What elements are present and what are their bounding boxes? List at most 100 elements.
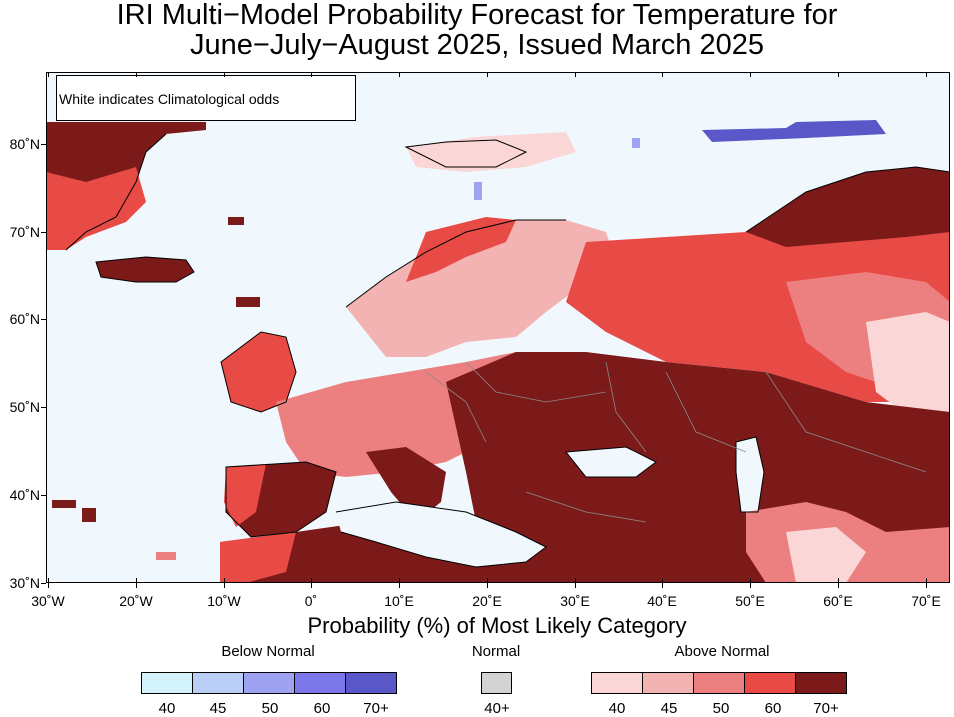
lon-tick <box>224 578 225 583</box>
lon-tick <box>662 72 663 77</box>
legend-category-above: Above Normal <box>674 643 770 660</box>
lat-label-70n: 70˚N <box>9 224 40 240</box>
lon-label-10e: 10˚E <box>384 593 414 609</box>
region-iberia-edge <box>224 464 266 527</box>
lon-tick <box>838 578 839 583</box>
lon-tick-outer <box>487 583 488 588</box>
lon-tick-outer <box>136 583 137 588</box>
lon-tick-outer <box>750 583 751 588</box>
legend-title: Probability (%) of Most Likely Category <box>307 613 687 638</box>
lat-label-30n: 30˚N <box>9 575 40 591</box>
lon-tick <box>136 72 137 77</box>
lon-tick <box>838 72 839 77</box>
lon-tick-outer <box>48 583 49 588</box>
region-russia-arctic-coast <box>746 167 950 247</box>
region-scandinavia <box>346 220 616 357</box>
lon-tick-outer <box>399 583 400 588</box>
cell-azores <box>52 500 76 508</box>
lat-label-60n: 60˚N <box>9 311 40 327</box>
lat-tick <box>41 319 46 320</box>
region-black-sea <box>566 447 656 477</box>
lon-label-70e: 70˚E <box>911 593 941 609</box>
lon-tick <box>136 578 137 583</box>
region-middle-east-light <box>786 527 866 583</box>
legend-above-70 <box>795 672 847 694</box>
lon-tick <box>750 578 751 583</box>
region-caspian <box>736 437 764 512</box>
lon-tick <box>48 578 49 583</box>
legend-category-below: Below Normal <box>221 643 315 660</box>
legend-above-tick-60: 60 <box>764 700 782 717</box>
legend-category-normal: Normal <box>471 643 521 660</box>
lat-tick <box>41 232 46 233</box>
legend-normal-40 <box>481 672 512 694</box>
lat-tick <box>41 407 46 408</box>
country-borders <box>425 361 927 523</box>
lon-tick-outer <box>311 583 312 588</box>
region-north-africa-edge <box>220 532 296 583</box>
region-british-isles <box>221 332 296 412</box>
lon-label-40e: 40˚E <box>647 593 677 609</box>
region-arctic-cold-dot <box>632 138 640 148</box>
lon-tick <box>487 72 488 77</box>
lon-label-0: 0˚ <box>304 593 318 609</box>
lat-label-40n: 40˚N <box>9 487 40 503</box>
legend-above-tick-70: 70+ <box>813 700 839 717</box>
map-canvas <box>46 72 950 583</box>
lon-label-10w: 10˚W <box>207 593 241 609</box>
region-scandinavia-warm <box>406 217 516 282</box>
region-italy <box>366 447 446 522</box>
climatological-odds-note: White indicates Climatological odds <box>56 75 356 121</box>
legend-below-50 <box>243 672 295 694</box>
legend-below-scale <box>141 672 397 696</box>
map-title-line-2: June−July−August 2025, Issued March 2025 <box>190 29 764 61</box>
lon-label-50e: 50˚E <box>735 593 765 609</box>
lon-tick <box>926 72 927 77</box>
legend-above-45 <box>642 672 694 694</box>
lat-tick <box>41 144 46 145</box>
legend-above-tick-45: 45 <box>660 700 678 717</box>
legend-normal-tick-40: 40+ <box>484 700 510 717</box>
lon-tick <box>311 578 312 583</box>
lon-tick-outer <box>224 583 225 588</box>
lon-tick <box>399 578 400 583</box>
lon-tick <box>487 578 488 583</box>
coastlines <box>65 133 950 568</box>
lon-tick <box>48 72 49 77</box>
legend-below-tick-70: 70+ <box>363 700 389 717</box>
lat-label-80n: 80˚N <box>9 136 40 152</box>
lon-tick <box>575 72 576 77</box>
legend-above-40 <box>591 672 643 694</box>
lon-tick <box>224 72 225 77</box>
legend-below-70 <box>345 672 397 694</box>
legend-above-scale <box>591 672 847 696</box>
lon-tick-outer <box>662 583 663 588</box>
cell-azores-2 <box>82 508 96 522</box>
lat-tick <box>41 495 46 496</box>
legend-normal-scale <box>481 672 512 696</box>
lat-tick <box>41 583 46 584</box>
lon-tick <box>575 578 576 583</box>
lon-tick-outer <box>575 583 576 588</box>
region-mediterranean <box>336 502 546 567</box>
cell-jan-mayen <box>228 217 244 225</box>
lon-tick <box>750 72 751 77</box>
forecast-map <box>46 72 950 583</box>
legend-below-tick-60: 60 <box>313 700 331 717</box>
map-title-line-1: IRI Multi−Model Probability Forecast for… <box>116 0 838 31</box>
region-siberia-light <box>866 312 950 432</box>
legend-below-tick-40: 40 <box>158 700 176 717</box>
region-iceland <box>96 257 194 282</box>
lon-tick-outer <box>926 583 927 588</box>
lon-label-20e: 20˚E <box>472 593 502 609</box>
region-greenland-edge <box>46 167 146 250</box>
legend-below-40 <box>141 672 193 694</box>
lon-tick <box>311 72 312 77</box>
legend-above-tick-50: 50 <box>712 700 730 717</box>
lat-label-50n: 50˚N <box>9 399 40 415</box>
legend-below-45 <box>192 672 244 694</box>
legend-below-60 <box>294 672 346 694</box>
lon-label-20w: 20˚W <box>119 593 153 609</box>
region-arctic-cold <box>702 120 886 142</box>
region-svalbard-cold <box>474 182 482 200</box>
